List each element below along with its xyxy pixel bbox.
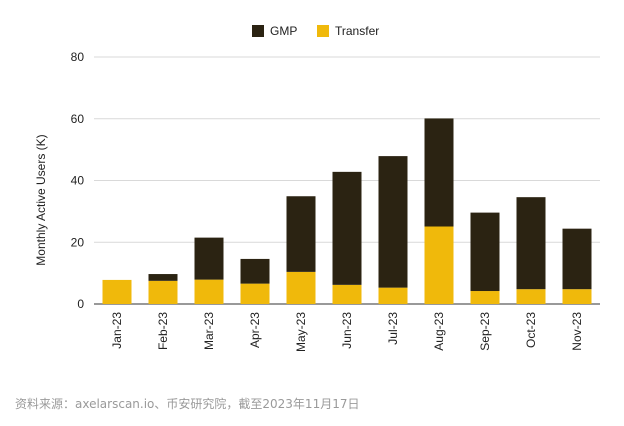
bar-transfer-jun-23 xyxy=(332,284,362,304)
bar-gmp-nov-23 xyxy=(562,228,592,290)
y-tick-label: 20 xyxy=(71,235,85,249)
bar-transfer-aug-23 xyxy=(424,226,454,304)
y-tick-label: 60 xyxy=(71,112,85,126)
y-axis-label: Monthly Active Users (K) xyxy=(34,134,48,265)
legend-swatch-gmp xyxy=(252,25,264,37)
legend-label-transfer: Transfer xyxy=(335,24,379,38)
bar-transfer-apr-23 xyxy=(240,283,270,304)
x-tick-label: Jul-23 xyxy=(386,312,400,345)
source-note: 资料来源：axelarscan.io、币安研究院，截至2023年11月17日 xyxy=(15,397,360,411)
bar-transfer-jul-23 xyxy=(378,287,408,304)
x-tick-label: Apr-23 xyxy=(248,312,262,348)
x-tick-label: May-23 xyxy=(294,312,308,352)
bar-transfer-mar-23 xyxy=(194,279,224,304)
bar-gmp-may-23 xyxy=(286,196,316,272)
x-tick-label: Aug-23 xyxy=(432,312,446,351)
x-axis-ticks: Jan-23 Feb-23 Mar-23 Apr-23 May-23 Jun-23 Jul-… xyxy=(110,312,584,352)
legend-swatch-transfer xyxy=(317,25,329,37)
legend: GMP Transfer xyxy=(252,24,379,38)
bar-gmp-aug-23 xyxy=(424,118,454,227)
x-tick-label: Oct-23 xyxy=(524,312,538,348)
y-axis-ticks: 0 20 40 60 80 xyxy=(71,50,85,311)
bar-gmp-jun-23 xyxy=(332,171,362,285)
bar-gmp-mar-23 xyxy=(194,237,224,280)
bar-transfer-jan-23 xyxy=(102,279,132,304)
bar-gmp-oct-23 xyxy=(516,197,546,290)
bar-transfer-sep-23 xyxy=(470,291,500,304)
x-tick-label: Nov-23 xyxy=(570,312,584,351)
x-tick-label: Jan-23 xyxy=(110,312,124,349)
bar-transfer-may-23 xyxy=(286,271,316,304)
x-tick-label: Sep-23 xyxy=(478,312,492,351)
y-tick-label: 80 xyxy=(71,50,85,64)
bar-transfer-feb-23 xyxy=(148,280,178,304)
bar-gmp-sep-23 xyxy=(470,212,500,292)
bar-transfer-oct-23 xyxy=(516,289,546,304)
bar-gmp-apr-23 xyxy=(240,258,270,284)
legend-label-gmp: GMP xyxy=(270,24,297,38)
x-tick-label: Mar-23 xyxy=(202,312,216,350)
y-tick-label: 0 xyxy=(77,297,84,311)
bar-gmp-feb-23 xyxy=(148,274,178,281)
bars xyxy=(102,118,592,304)
bar-gmp-jul-23 xyxy=(378,156,408,288)
x-tick-label: Feb-23 xyxy=(156,312,170,350)
y-tick-label: 40 xyxy=(71,174,85,188)
bar-transfer-nov-23 xyxy=(562,289,592,304)
x-tick-label: Jun-23 xyxy=(340,312,354,349)
